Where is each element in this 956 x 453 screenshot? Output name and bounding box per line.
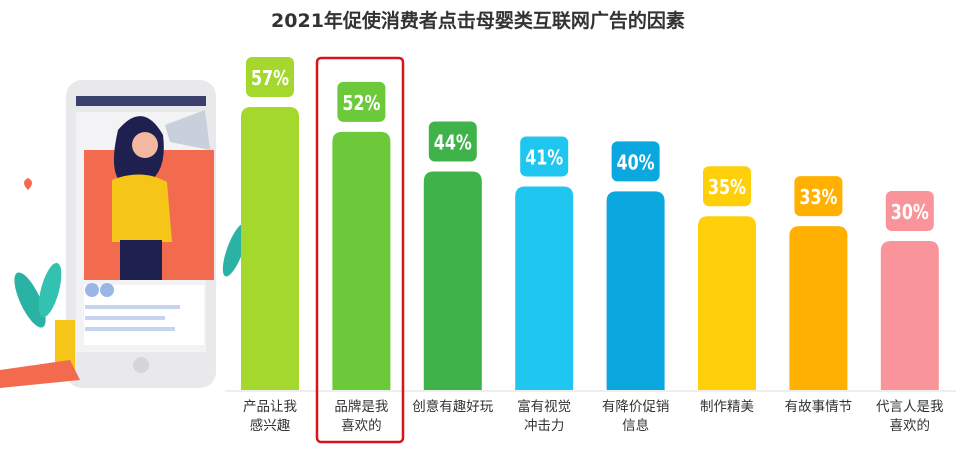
value-label-box [703,166,751,207]
value-label: 30% [891,200,929,224]
category-label-line: 品牌是我 [334,399,389,415]
category-label-line: 有降价促销 [601,399,670,415]
woman-illustration [112,110,210,280]
category-label-line: 喜欢的 [889,418,931,434]
category-label: 有降价促销 信息 [588,398,684,436]
category-label: 富有视觉 冲击力 [496,398,592,436]
value-label-box [794,176,843,217]
value-label-box [885,191,934,232]
value-label: 41% [525,145,563,169]
category-label: 创意有趣好玩 [405,398,501,417]
value-label-box [337,81,386,122]
category-label: 代言人是我 喜欢的 [862,398,956,436]
category-label-line: 冲击力 [523,418,565,434]
value-label: 40% [617,150,655,174]
value-label-box [246,57,294,97]
chart-title: 2021年促使消费者点击母婴类互联网广告的因素 [271,10,685,32]
value-label: 33% [799,185,837,209]
bar [423,171,482,390]
category-label-line: 制作精美 [700,399,754,415]
category-label: 品牌是我 喜欢的 [313,398,409,436]
category-label: 产品让我 感兴趣 [222,398,318,436]
category-label-line: 代言人是我 [876,399,944,415]
bar [515,186,574,390]
value-label: 44% [434,131,472,155]
category-label-line: 产品让我 [243,399,297,415]
category-label-line: 有故事情节 [784,399,853,415]
category-label-line: 富有视觉 [517,399,572,415]
bars-group: 57% 52% 44% 41% 40% 35% 33% 30% [225,57,956,392]
category-label: 制作精美 [679,398,775,417]
bar [789,226,848,390]
value-label-box [520,136,569,177]
value-label: 52% [342,91,380,115]
value-label-box [428,121,477,162]
bar [241,107,299,390]
value-label: 57% [251,66,289,90]
category-label-line: 创意有趣好玩 [412,399,494,415]
value-label: 35% [708,175,746,199]
bar [332,131,391,390]
category-label: 有故事情节 [770,398,866,417]
category-label-line: 喜欢的 [341,418,382,434]
bar [698,216,756,390]
bar [880,241,939,390]
category-label-line: 信息 [622,418,650,434]
category-label-line: 感兴趣 [249,418,291,434]
value-label-box [611,141,660,182]
bar [606,191,665,390]
highlight-box [315,56,405,444]
